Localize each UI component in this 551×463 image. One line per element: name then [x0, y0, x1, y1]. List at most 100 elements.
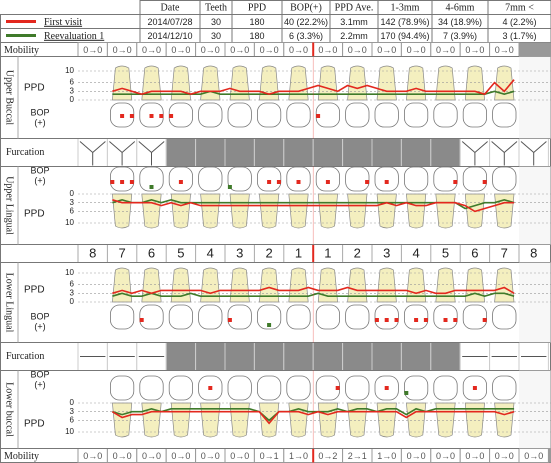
- furcation-cell: [372, 343, 401, 371]
- y-tick-label: 6: [70, 78, 75, 87]
- mobility-value: 0→0: [436, 45, 455, 55]
- mobility-value: 0→0: [201, 45, 220, 55]
- tooth-crown: [169, 167, 192, 191]
- bop-dot: [228, 185, 232, 189]
- bop-dot: [150, 185, 154, 189]
- bop-dot: [375, 318, 379, 322]
- y-tick-label: 0: [70, 189, 75, 198]
- furcation-cell: [401, 139, 430, 167]
- bop-dot: [483, 180, 487, 184]
- ppd-label: PPD: [24, 419, 45, 430]
- tooth-crown: [257, 376, 280, 400]
- bop-dot: [404, 391, 408, 395]
- y-tick-label: 3: [70, 198, 75, 207]
- tooth-crown: [228, 376, 251, 400]
- mobility-value: 0→0: [318, 45, 337, 55]
- bop-label: BOP: [30, 369, 49, 379]
- bop-dot: [297, 180, 301, 184]
- bop-dot: [130, 180, 134, 184]
- tooth-crown: [316, 167, 339, 191]
- mobility-value: 0→0: [465, 451, 484, 461]
- mobility-value: 0→0: [83, 451, 102, 461]
- tooth-crown: [228, 103, 251, 127]
- tooth-crown: [463, 167, 486, 191]
- tooth-number: 4: [412, 245, 419, 260]
- legend-label: Reevaluation 1: [44, 31, 104, 42]
- tooth-crown: [463, 103, 486, 127]
- perio-chart: DateTeethPPDBOP(+)PPD Ave.1-3mm4-6mm7mm …: [0, 0, 551, 463]
- bop-dot: [267, 323, 271, 327]
- tooth-number: 8: [530, 245, 537, 260]
- furcation-cell: [343, 343, 372, 371]
- column-header: Teeth: [205, 2, 227, 13]
- tooth-crown: [375, 305, 398, 329]
- furcation-cell: [196, 343, 225, 371]
- bop-dot: [414, 318, 418, 322]
- y-tick-label: 6: [70, 416, 75, 425]
- mobility-value: 1→0: [377, 451, 396, 461]
- table-value: 142 (78.9%): [380, 17, 429, 27]
- tooth-crown: [375, 103, 398, 127]
- tooth-crown: [169, 305, 192, 329]
- furcation-label: Furcation: [6, 147, 44, 158]
- furcation-cell: [225, 343, 254, 371]
- furcation-cell: [313, 343, 342, 371]
- mobility-value: 1→0: [289, 451, 308, 461]
- ppd-label: PPD: [24, 83, 45, 94]
- mobility-value: 0→0: [407, 45, 426, 55]
- tooth-crown: [110, 167, 133, 191]
- furcation-cell: [431, 343, 460, 371]
- bop-dot: [365, 180, 369, 184]
- furcation-cell: [254, 343, 283, 371]
- furcation-cell: [431, 139, 460, 167]
- bop-dot: [110, 180, 114, 184]
- bop-dot: [159, 114, 163, 118]
- mobility-value: 0→0: [495, 451, 514, 461]
- bop-dot: [385, 318, 389, 322]
- mobility-label: Mobility: [4, 451, 39, 462]
- mobility-value: 0→0: [260, 45, 279, 55]
- tooth-filler: [519, 263, 551, 343]
- bop-dot: [208, 386, 212, 390]
- tooth-crown: [434, 305, 457, 329]
- furcation-cell: [372, 139, 401, 167]
- tooth-number: 5: [177, 245, 184, 260]
- furcation-label: Furcation: [6, 351, 44, 362]
- tooth-crown: [169, 376, 192, 400]
- bop-dot: [179, 180, 183, 184]
- mobility-value: 0→0: [113, 45, 132, 55]
- furcation-cell: [166, 139, 195, 167]
- tooth-crown: [434, 376, 457, 400]
- mobility-value: 0→0: [201, 451, 220, 461]
- tooth-crown: [287, 167, 310, 191]
- bop-label: (+): [34, 117, 45, 127]
- mobility-value: 0→0: [230, 45, 249, 55]
- tooth-number: 6: [148, 245, 155, 260]
- tooth-number: 7: [118, 245, 125, 260]
- table-value: 2014/07/28: [147, 17, 192, 27]
- furcation-cell: [284, 343, 313, 371]
- tooth-crown: [346, 167, 369, 191]
- mobility-value: 0→0: [289, 45, 308, 55]
- table-value: 30: [211, 17, 221, 27]
- y-tick-label: 10: [65, 66, 74, 75]
- bop-dot: [277, 180, 281, 184]
- tooth-number: 3: [383, 245, 390, 260]
- bop-dot: [483, 318, 487, 322]
- mobility-label: Mobility: [4, 45, 39, 56]
- bop-dot: [444, 318, 448, 322]
- table-value: 170 (94.4%): [380, 31, 429, 41]
- mobility-value: 0→2: [318, 451, 337, 461]
- tooth-crown: [257, 167, 280, 191]
- column-header: Date: [161, 2, 180, 13]
- furcation-cell: [166, 343, 195, 371]
- mobility-value: 0→0: [436, 451, 455, 461]
- tooth-crown: [404, 167, 427, 191]
- bop-dot: [326, 180, 330, 184]
- bop-label: (+): [34, 321, 45, 331]
- tooth-crown: [140, 376, 163, 400]
- mobility-value: 0→0: [348, 45, 367, 55]
- y-tick-label: 10: [65, 427, 74, 436]
- tooth-filler: [519, 371, 551, 449]
- tooth-filler: [519, 57, 551, 139]
